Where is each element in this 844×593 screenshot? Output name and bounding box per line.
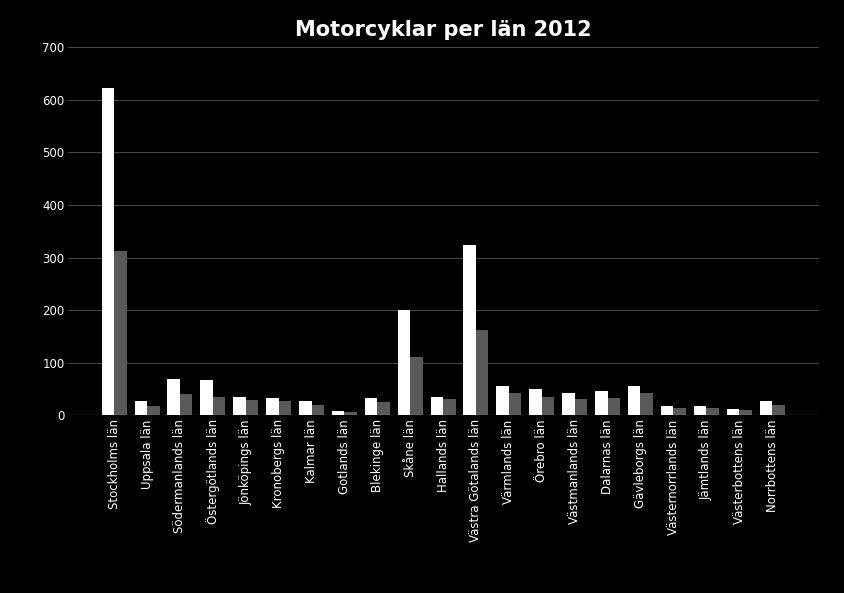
- Bar: [674, 408, 686, 415]
- Bar: [114, 251, 127, 415]
- Bar: [476, 330, 489, 415]
- Bar: [608, 398, 620, 415]
- Bar: [529, 389, 542, 415]
- Bar: [706, 408, 719, 415]
- Bar: [595, 391, 608, 415]
- Bar: [727, 409, 739, 415]
- Bar: [463, 246, 476, 415]
- Bar: [509, 393, 522, 415]
- Bar: [398, 310, 410, 415]
- Bar: [233, 397, 246, 415]
- Bar: [760, 401, 772, 415]
- Bar: [101, 88, 114, 415]
- Bar: [279, 401, 291, 415]
- Bar: [147, 406, 160, 415]
- Bar: [410, 358, 423, 415]
- Bar: [365, 398, 377, 415]
- Bar: [694, 406, 706, 415]
- Bar: [134, 401, 147, 415]
- Bar: [661, 406, 674, 415]
- Bar: [542, 397, 555, 415]
- Bar: [266, 398, 279, 415]
- Bar: [332, 411, 344, 415]
- Bar: [562, 393, 575, 415]
- Bar: [246, 400, 258, 415]
- Bar: [167, 380, 180, 415]
- Bar: [430, 397, 443, 415]
- Bar: [213, 397, 225, 415]
- Bar: [344, 412, 357, 415]
- Bar: [772, 404, 785, 415]
- Bar: [377, 402, 390, 415]
- Bar: [739, 410, 752, 415]
- Bar: [628, 386, 641, 415]
- Bar: [311, 404, 324, 415]
- Bar: [496, 386, 509, 415]
- Bar: [299, 401, 311, 415]
- Title: Motorcyklar per län 2012: Motorcyklar per län 2012: [295, 20, 592, 40]
- Bar: [575, 399, 587, 415]
- Bar: [200, 380, 213, 415]
- Bar: [641, 393, 653, 415]
- Bar: [180, 394, 192, 415]
- Bar: [443, 399, 456, 415]
